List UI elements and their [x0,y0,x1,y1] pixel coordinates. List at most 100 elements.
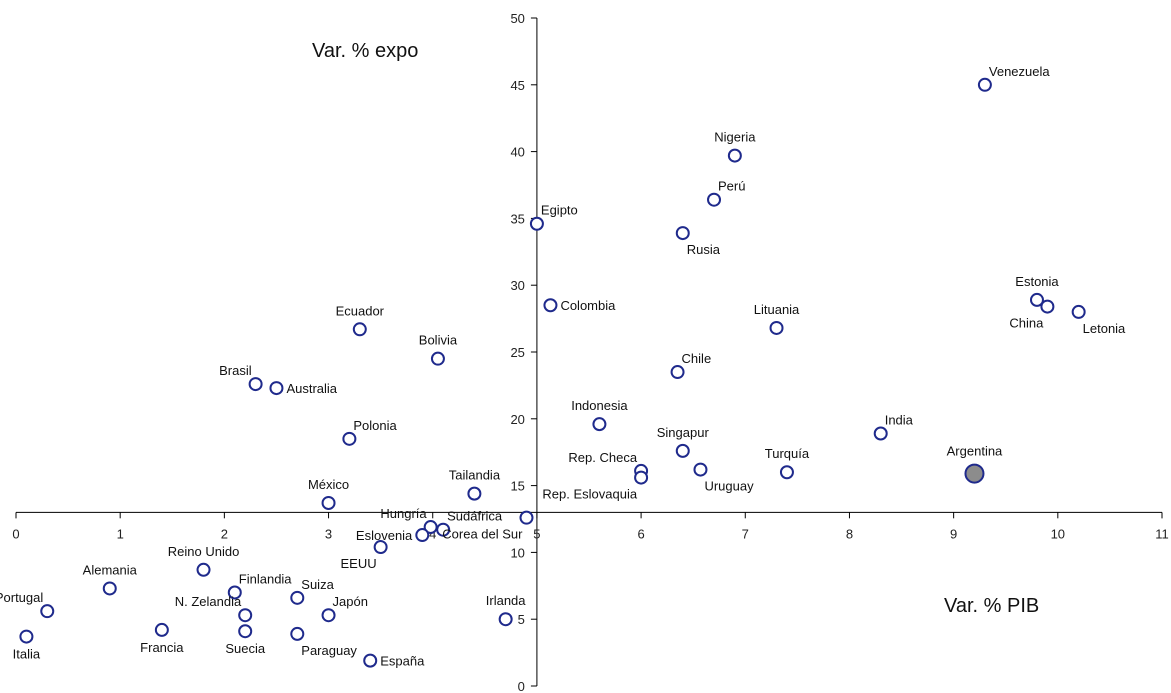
point-per [707,192,722,207]
y-tick-label: 25 [510,345,524,360]
x-tick-label: 4 [429,526,436,541]
point-reino-unido [196,562,211,577]
point-bolivia [430,351,445,366]
point-suiza [290,590,305,605]
point-label-colombia: Colombia [560,298,616,313]
point-ecuador [352,322,367,337]
point-label-tailandia: Tailandia [449,468,501,483]
point-colombia [543,298,558,313]
point-label-n-zelandia: N. Zelandia [175,594,242,609]
point-label-suecia: Suecia [225,641,266,656]
y-tick-label: 15 [510,479,524,494]
point-label-chile: Chile [682,351,712,366]
point-label-ecuador: Ecuador [336,303,385,318]
point-label-corea-del-sur: Corea del Sur [442,527,523,542]
point-label-estonia: Estonia [1015,274,1059,289]
point-label-china: China [1009,316,1044,331]
chart-points: Venezuela Nigeria Perú Egipto Rusia Estonia Ch… [0,64,1126,669]
point-label-finlandia: Finlandia [239,571,293,586]
point-label-paraguay: Paraguay [301,643,357,658]
point-brasil [248,377,263,392]
point-label-egipto: Egipto [541,203,578,218]
point-china [1040,299,1055,314]
point-nigeria [727,148,742,163]
x-tick-label: 2 [221,526,228,541]
point-label-bolivia: Bolivia [419,333,458,348]
point-lituania [769,320,784,335]
point-label-m-xico: México [308,477,349,492]
x-tick-label: 1 [117,526,124,541]
point-polonia [342,431,357,446]
point-label-uruguay: Uruguay [704,479,754,494]
point-singapur [675,443,690,458]
point-label-argentina: Argentina [947,444,1003,459]
point-italia [19,629,34,644]
point-letonia [1071,304,1086,319]
point-argentina [964,463,985,484]
point-india [873,426,888,441]
x-tick-label: 3 [325,526,332,541]
x-tick-label: 0 [12,526,19,541]
x-tick-label: 6 [637,526,644,541]
point-jap-n [321,608,336,623]
y-axis-title: Var. % expo [312,40,418,62]
y-tick-label: 10 [510,545,524,560]
point-label-brasil: Brasil [219,363,252,378]
point-n-zelandia [238,608,253,623]
y-tick-label: 50 [510,11,524,26]
point-rusia [675,226,690,241]
chart-axes [16,18,1162,686]
x-axis-title: Var. % PIB [944,595,1039,617]
point-finlandia [227,585,242,600]
point-label-rusia: Rusia [687,242,721,257]
point-label-india: India [885,412,914,427]
point-corea-del-sur [519,510,534,525]
x-tick-label: 8 [846,526,853,541]
y-tick-label: 30 [510,278,524,293]
point-label-australia: Australia [286,381,337,396]
point-label-letonia: Letonia [1083,321,1126,336]
x-tick-label: 11 [1155,526,1169,541]
point-label-singapur: Singapur [657,425,710,440]
point-egipto [529,216,544,231]
point-label-lituania: Lituania [754,302,800,317]
point-eeuu [373,540,388,555]
point-sud-frica [436,522,451,537]
point-label-irlanda: Irlanda [486,593,527,608]
point-label-sud-frica: Sudáfrica [447,509,503,524]
point-venezuela [977,77,992,92]
point-label-jap-n: Japón [333,594,368,609]
point-label-eslovenia: Eslovenia [356,528,413,543]
y-tick-label: 0 [518,679,525,693]
point-uruguay [693,462,708,477]
point-espa-a [363,653,378,668]
point-label-nigeria: Nigeria [714,130,756,145]
point-francia [154,622,169,637]
point-m-xico [321,495,336,510]
y-tick-label: 40 [510,145,524,160]
point-label-portugal: Portugal [0,590,43,605]
y-tick-label: 5 [518,612,525,627]
point-label-per: Perú [718,179,745,194]
point-tailandia [467,486,482,501]
point-label-turqu-a: Turquía [765,446,810,461]
point-suecia [238,624,253,639]
point-label-eeuu: EEUU [341,556,377,571]
x-tick-label: 5 [533,526,540,541]
point-indonesia [592,417,607,432]
point-estonia [1029,292,1044,307]
point-portugal [40,604,55,619]
point-irlanda [498,612,513,627]
point-alemania [102,581,117,596]
y-tick-label: 45 [510,78,524,93]
point-label-espa-a: España [380,654,425,669]
point-turqu-a [779,465,794,480]
point-chile [670,365,685,380]
point-rep-eslovaquia [634,470,649,485]
point-label-alemania: Alemania [83,562,138,577]
point-label-rep-eslovaquia: Rep. Eslovaquia [542,487,637,502]
point-label-venezuela: Venezuela [989,64,1050,79]
point-label-indonesia: Indonesia [571,398,628,413]
